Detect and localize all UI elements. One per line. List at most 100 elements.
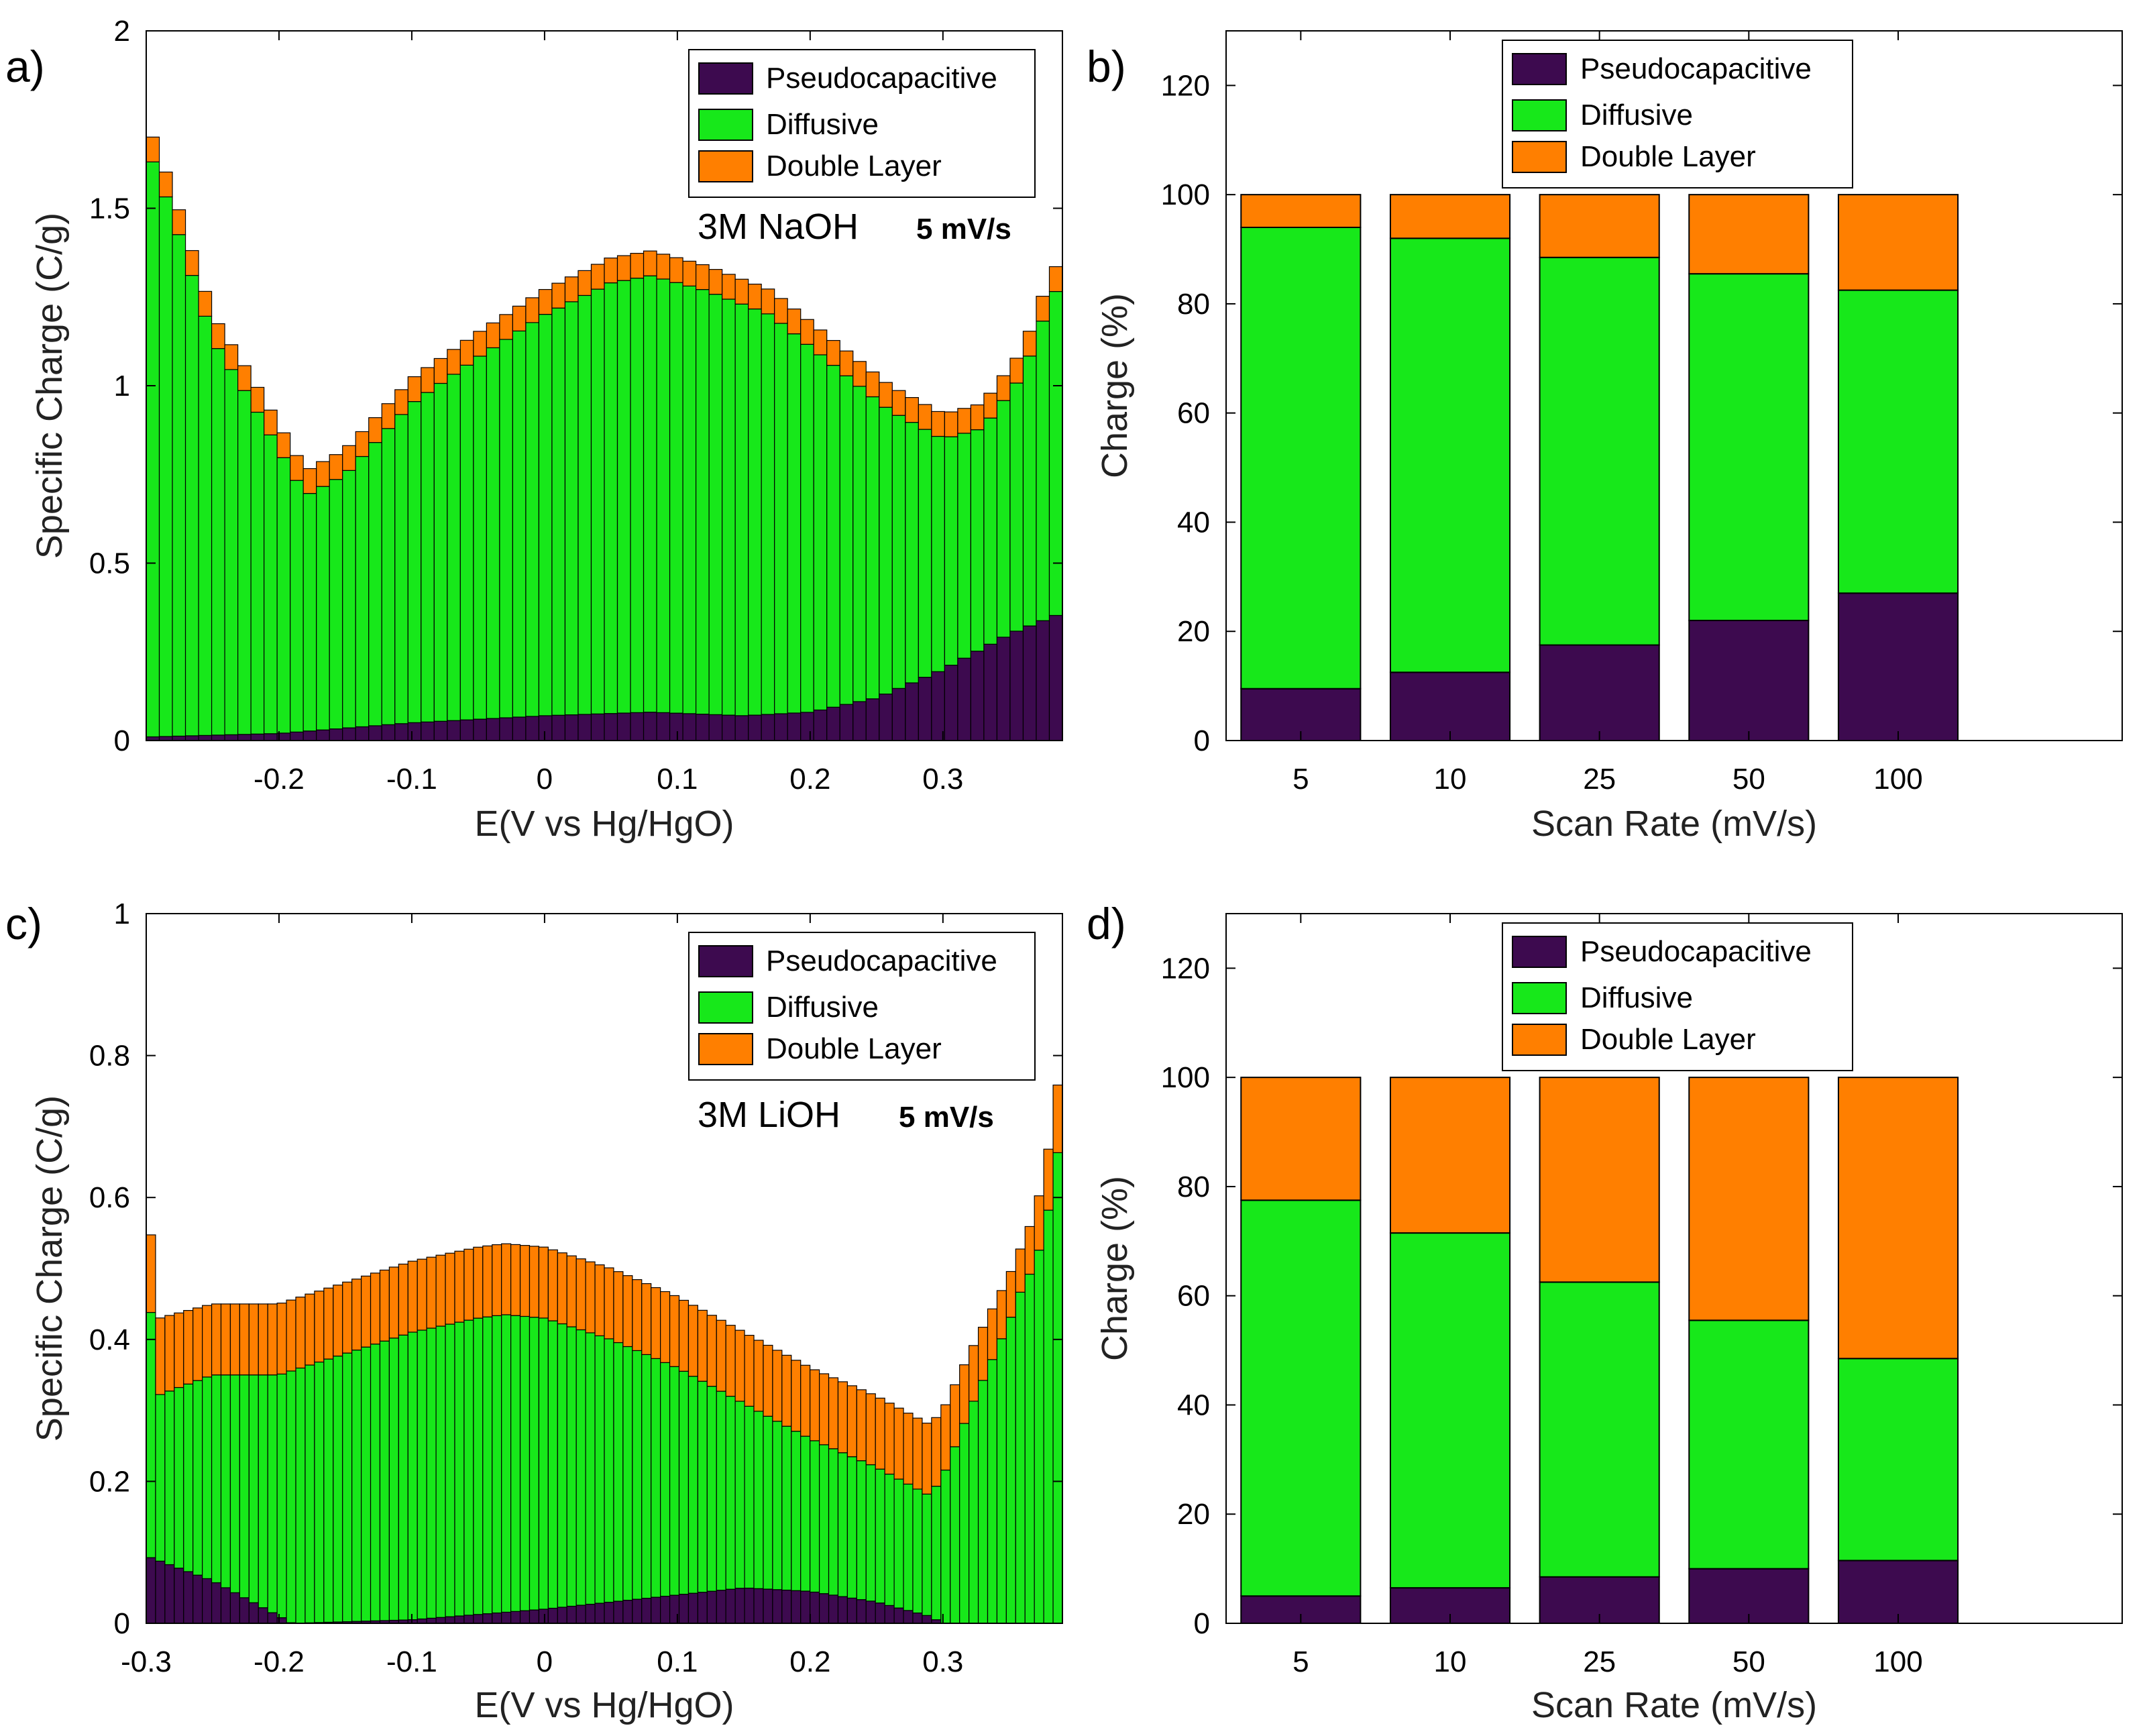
panel-b-plot-frame bbox=[1225, 30, 2123, 741]
panel-c-bar-segment-double-layer bbox=[454, 1250, 465, 1323]
panel-a-bar-segment-diffusive bbox=[525, 322, 540, 717]
panel-d-x-axis-title: Scan Rate (mV/s) bbox=[1531, 1685, 1817, 1725]
panel-c-bar-segment-diffusive bbox=[398, 1334, 408, 1621]
panel-c-bar-segment-diffusive bbox=[1015, 1291, 1026, 1624]
panel-a-bar-segment-pseudocapacitive bbox=[302, 730, 317, 741]
panel-c-legend-swatch-pseudocapacitive bbox=[698, 945, 753, 977]
panel-a-bar-segment-diffusive bbox=[158, 196, 173, 737]
panel-a-bar-segment-double-layer bbox=[944, 411, 958, 437]
panel-a-bar-segment-pseudocapacitive bbox=[486, 718, 500, 741]
panel-c-bar-segment-pseudocapacitive bbox=[482, 1613, 493, 1624]
panel-c-bar-segment-double-layer bbox=[202, 1305, 213, 1378]
panel-c-x-tick-label: -0.2 bbox=[254, 1645, 305, 1678]
panel-a-bar-segment-diffusive bbox=[865, 396, 880, 700]
panel-a-bar-segment-double-layer bbox=[852, 361, 867, 387]
panel-c-bar-segment-double-layer bbox=[342, 1281, 353, 1354]
panel-b-label: b) bbox=[1087, 42, 1126, 91]
panel-a-bar-segment-pseudocapacitive bbox=[865, 698, 880, 741]
panel-c-axes: 0 0.2 0.4 0.6 0.8 1 -0.3 -0.2 -0.1 0 0.1 0.2 0.3 bbox=[89, 898, 1062, 1678]
panel-c-bar-segment-diffusive bbox=[763, 1415, 773, 1590]
panel-c-bar-segment-double-layer bbox=[529, 1246, 540, 1318]
panel-c-bar-segment-double-layer bbox=[950, 1384, 960, 1448]
panel-a-bar-segment-pseudocapacitive bbox=[1036, 620, 1050, 741]
panel-c-bar-segment-double-layer bbox=[641, 1283, 652, 1355]
panel-c-bar-segment-diffusive bbox=[276, 1373, 287, 1619]
panel-c-x-tick-label: -0.3 bbox=[121, 1645, 172, 1678]
panel-a-bar-segment-pseudocapacitive bbox=[787, 712, 802, 741]
panel-c-bar-segment-pseudocapacitive bbox=[763, 1588, 773, 1624]
panel-c-bar-segment-double-layer bbox=[435, 1254, 446, 1327]
panel-c-bar-segment-pseudocapacitive bbox=[211, 1582, 222, 1624]
panel-c-x-tick-label: 0.1 bbox=[657, 1645, 698, 1678]
panel-c-bar-segment-diffusive bbox=[192, 1380, 203, 1576]
panel-a-bar-segment-double-layer bbox=[564, 276, 579, 303]
panel-a-bar-segment-double-layer bbox=[1022, 331, 1037, 357]
panel-d-label: d) bbox=[1087, 899, 1126, 948]
panel-c-bar-segment-diffusive bbox=[1043, 1209, 1054, 1624]
panel-a-bar-segment-double-layer bbox=[983, 392, 998, 419]
panel-a-bar-segment-pseudocapacitive bbox=[551, 714, 566, 741]
panel-d-x-tick-label: 50 bbox=[1732, 1645, 1765, 1678]
panel-c-bar-segment-diffusive bbox=[959, 1423, 970, 1624]
panel-a-bar-segment-double-layer bbox=[342, 445, 356, 471]
panel-c-bar-segment-double-layer bbox=[622, 1275, 633, 1348]
panel-a-bar-segment-pseudocapacitive bbox=[525, 716, 540, 741]
panel-a-bar-segment-diffusive bbox=[891, 415, 906, 689]
panel-b-bars bbox=[1240, 194, 1959, 742]
panel-c-bar-segment-pseudocapacitive bbox=[585, 1603, 596, 1624]
panel-c-legend-label-pseudocapacitive: Pseudocapacitive bbox=[766, 944, 997, 977]
panel-a-bar-segment-pseudocapacitive bbox=[237, 734, 252, 741]
panel-d-x-tick-label: 10 bbox=[1434, 1645, 1467, 1678]
panel-b: b) 0 20 40 60 80 100 120 5 10 25 50 100 Scan Rate (… bbox=[1087, 30, 2123, 844]
panel-c-bar-segment-pseudocapacitive bbox=[463, 1615, 474, 1624]
panel-c-bar-segment-pseudocapacitive bbox=[856, 1599, 867, 1624]
panel-b-bar-100-diffusive bbox=[1837, 289, 1959, 594]
panel-b-bar-10-pseudocapacitive bbox=[1389, 671, 1511, 741]
panel-d-bar-100-diffusive bbox=[1837, 1358, 1959, 1562]
panel-c-bar-segment-diffusive bbox=[314, 1361, 325, 1623]
panel-c-bar-segment-double-layer bbox=[1034, 1195, 1044, 1251]
panel-d-y-tick-label: 20 bbox=[1177, 1498, 1210, 1531]
panel-c-bar-segment-double-layer bbox=[482, 1245, 493, 1317]
panel-c-bar-segment-double-layer bbox=[912, 1417, 923, 1490]
panel-c-bar-segment-diffusive bbox=[846, 1456, 857, 1599]
panel-c-bar-segment-double-layer bbox=[276, 1302, 287, 1374]
panel-a-bar-segment-pseudocapacitive bbox=[630, 712, 645, 741]
panel-a-bar-segment-double-layer bbox=[734, 278, 749, 305]
panel-d-y-tick-label: 100 bbox=[1161, 1061, 1210, 1094]
panel-c-bar-segment-diffusive bbox=[435, 1325, 446, 1618]
panel-c-bar-segment-diffusive bbox=[575, 1329, 586, 1606]
panel-c-scan-rate-annotation: 5 mV/s bbox=[899, 1101, 994, 1134]
panel-c-bar-segment-diffusive bbox=[875, 1468, 885, 1604]
panel-a-bar-segment-pseudocapacitive bbox=[577, 714, 592, 741]
panel-b-x-tick-label: 25 bbox=[1583, 763, 1616, 796]
panel-d-legend-label-double-layer: Double Layer bbox=[1580, 1023, 1756, 1056]
panel-d-x-tick-label: 5 bbox=[1292, 1645, 1309, 1678]
panel-a-electrolyte-annotation: 3M NaOH bbox=[698, 207, 859, 247]
panel-c-bar-segment-double-layer bbox=[687, 1305, 698, 1377]
panel-a-bar-segment-pseudocapacitive bbox=[211, 735, 225, 741]
panel-a-bar-segment-diffusive bbox=[486, 347, 500, 719]
panel-c-bar-segment-pseudocapacitive bbox=[818, 1593, 830, 1624]
panel-a-bar-segment-diffusive bbox=[616, 280, 631, 714]
panel-a-bar-segment-pseudocapacitive bbox=[905, 682, 919, 741]
panel-c-plot-frame bbox=[146, 913, 1063, 1624]
panel-c-bar-segment-double-layer bbox=[632, 1279, 643, 1352]
panel-c-bar-segment-pseudocapacitive bbox=[492, 1612, 502, 1624]
panel-a-bar-segment-diffusive bbox=[839, 375, 854, 705]
panel-b-bar-10-double-layer bbox=[1389, 194, 1511, 239]
panel-c-bar-segment-diffusive bbox=[323, 1358, 334, 1623]
panel-a-bar-segment-pseudocapacitive bbox=[944, 665, 958, 741]
panel-a-bar-segment-double-layer bbox=[250, 386, 265, 413]
panel-a-y-tick-label: 0 bbox=[114, 724, 130, 757]
panel-b-x-tick-label: 10 bbox=[1434, 763, 1467, 796]
panel-a-bar-segment-diffusive bbox=[447, 374, 461, 721]
panel-c-bar-segment-pseudocapacitive bbox=[445, 1616, 455, 1624]
panel-a-bar-segment-pseudocapacitive bbox=[433, 720, 448, 741]
panel-c-bar-segment-diffusive bbox=[697, 1380, 708, 1593]
panel-c-bar-segment-diffusive bbox=[463, 1319, 474, 1616]
panel-a-bar-segment-double-layer bbox=[329, 454, 343, 480]
panel-b-legend-label-diffusive: Diffusive bbox=[1580, 99, 1693, 131]
panel-a-bar-segment-diffusive bbox=[146, 161, 160, 738]
